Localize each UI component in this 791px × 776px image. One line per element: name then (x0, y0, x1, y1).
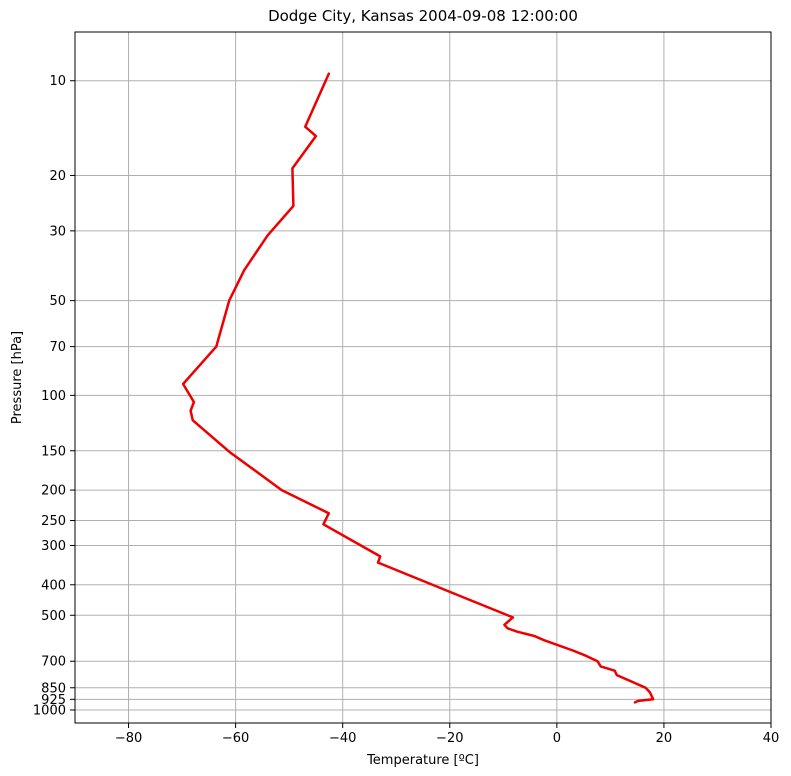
y-axis-label: Pressure [hPa] (10, 331, 25, 424)
plot-frame (74, 31, 772, 724)
y-tick-label: 500 (41, 609, 66, 624)
x-tick-label: 20 (656, 731, 673, 746)
y-tick-label: 150 (41, 444, 66, 459)
x-axis-label: Temperature [ºC] (366, 753, 479, 768)
y-tick-label: 200 (41, 484, 66, 499)
y-tick-label: 30 (49, 224, 66, 239)
x-tick-label: −80 (115, 731, 142, 746)
plot-background (75, 32, 771, 723)
x-axis-ticks: −80 −60 −40 −20 0 20 40 (115, 723, 779, 746)
y-tick-label: 925 (41, 693, 66, 708)
y-axis-ticks: 10 20 30 50 70 100 150 200 250 300 400 500 700 850925… (33, 74, 75, 718)
grid-lines (75, 32, 772, 723)
y-tick-label: 10 (49, 74, 66, 89)
chart-title: Dodge City, Kansas 2004-09-08 12:00:00 (268, 7, 578, 25)
y-tick-label: 400 (41, 578, 66, 593)
y-tick-label: 1000 (33, 703, 66, 718)
x-tick-label: −60 (222, 731, 249, 746)
y-tick-label: 250 (41, 514, 66, 529)
y-tick-label: 20 (49, 169, 66, 184)
y-tick-label: 50 (49, 294, 66, 309)
series-layer (181, 72, 655, 704)
x-tick-label: −20 (436, 731, 463, 746)
axes-frame (74, 31, 772, 724)
x-tick-label: −40 (329, 731, 356, 746)
y-tick-label: 70 (49, 340, 66, 355)
temperature-profile-line (181, 72, 655, 704)
x-tick-label: 40 (763, 731, 780, 746)
y-tick-label: 850 (41, 681, 66, 696)
y-tick-label: 700 (41, 655, 66, 670)
x-tick-label: 0 (553, 731, 561, 746)
y-tick-label: 300 (41, 539, 66, 554)
plot-area (75, 32, 771, 723)
y-tick-label: 100 (41, 389, 66, 404)
